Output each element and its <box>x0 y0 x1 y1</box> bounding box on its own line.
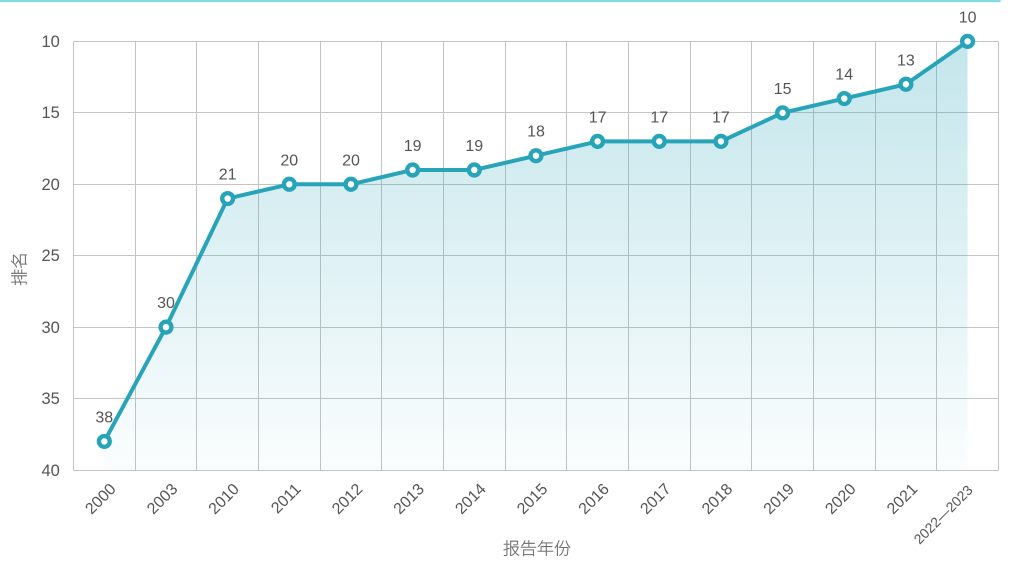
svg-text:20: 20 <box>41 176 59 194</box>
svg-text:14: 14 <box>835 67 853 84</box>
svg-text:20: 20 <box>342 152 360 169</box>
svg-text:15: 15 <box>774 81 792 98</box>
svg-text:35: 35 <box>41 390 59 408</box>
svg-text:30: 30 <box>41 319 59 337</box>
svg-text:30: 30 <box>157 295 175 312</box>
svg-text:20: 20 <box>280 152 298 169</box>
svg-text:17: 17 <box>650 109 668 126</box>
svg-text:10: 10 <box>959 9 977 26</box>
svg-text:19: 19 <box>404 138 422 155</box>
svg-text:13: 13 <box>897 52 915 69</box>
svg-text:19: 19 <box>465 138 483 155</box>
svg-text:40: 40 <box>41 462 59 480</box>
svg-text:18: 18 <box>527 124 545 141</box>
svg-text:15: 15 <box>41 104 59 122</box>
svg-text:10: 10 <box>41 33 59 51</box>
svg-text:17: 17 <box>712 109 730 126</box>
svg-text:17: 17 <box>589 109 607 126</box>
svg-text:38: 38 <box>95 409 113 426</box>
svg-text:21: 21 <box>219 167 237 184</box>
svg-text:25: 25 <box>41 247 59 265</box>
